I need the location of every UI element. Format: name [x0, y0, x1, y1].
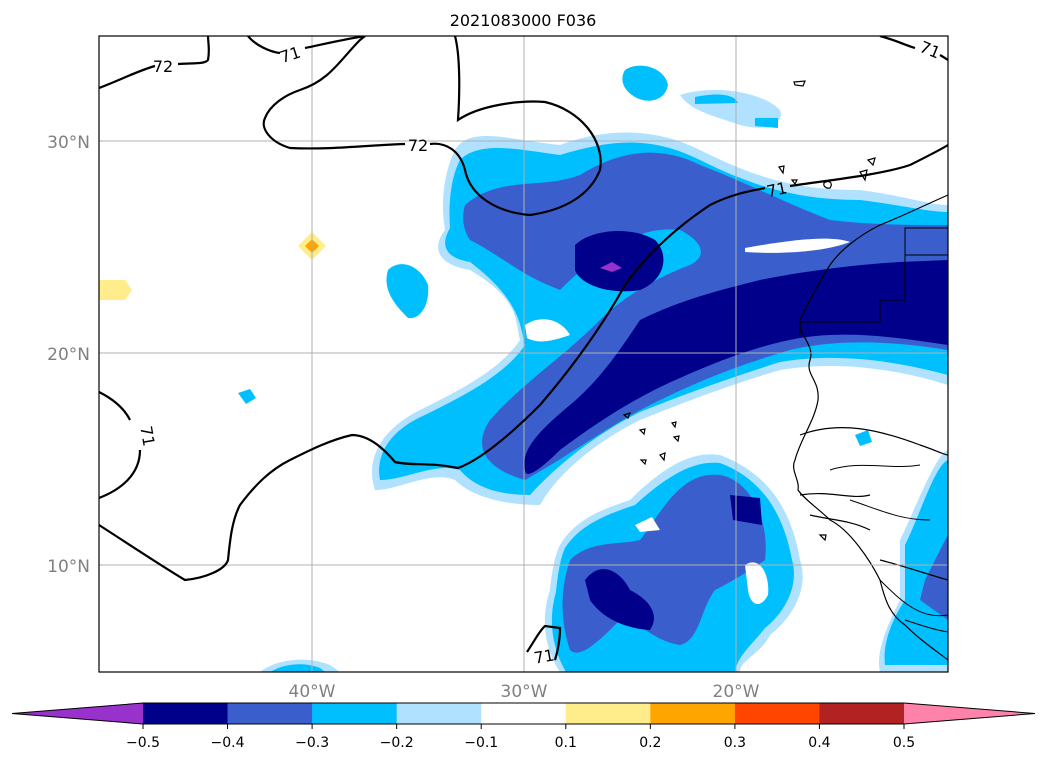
anomaly-blob-north-1	[622, 65, 668, 101]
figure-title: 2021083000 F036	[450, 11, 597, 30]
contour-label: 72	[408, 136, 428, 155]
colorbar-tick-label: 0.1	[555, 735, 577, 751]
colorbar-bin	[312, 703, 398, 724]
contour-label: 71	[532, 645, 555, 667]
colorbar-bin	[565, 703, 651, 724]
colorbar-tick-label: −0.1	[464, 735, 498, 751]
colorbar-tick-label: −0.2	[380, 735, 414, 751]
colorbar-tick-label: −0.3	[295, 735, 329, 751]
colorbar-tick-label: 0.4	[808, 735, 830, 751]
lon-label-30w: 30°W	[501, 682, 548, 702]
colorbar-tick-label: −0.5	[126, 735, 160, 751]
colorbar-bin	[481, 703, 567, 724]
colorbar-bin	[819, 703, 905, 724]
colorbar-tick-label: 0.2	[639, 735, 661, 751]
height-contours	[99, 36, 948, 661]
colorbar-bin	[734, 703, 820, 724]
colorbar-bin	[650, 703, 736, 724]
colorbar-tick-label: −0.4	[211, 735, 245, 751]
gridlines	[99, 36, 948, 672]
colorbar-extension-max	[904, 703, 1035, 724]
colorbar-bin	[227, 703, 313, 724]
colorbar-bin	[143, 703, 229, 724]
colorbar: −0.5 −0.4 −0.3 −0.2 −0.1 0.1 0.2 0.3 0.4 0.5	[11, 702, 1036, 751]
contour-label: 71	[765, 178, 789, 201]
lat-label-30n: 30°N	[47, 133, 90, 153]
colorbar-bin	[396, 703, 482, 724]
anomaly-band-main	[372, 132, 948, 505]
map-area: 72 71 72 71 71 71 71	[99, 36, 948, 672]
map-frame	[98, 35, 949, 673]
colorbar-tick-label: 0.5	[893, 735, 915, 751]
lat-label-10n: 10°N	[47, 557, 90, 577]
contour-label: 71	[136, 424, 158, 447]
colorbar-extension-min	[12, 703, 143, 724]
lon-label-20w: 20°W	[713, 682, 760, 702]
lat-label-20n: 20°N	[47, 345, 90, 365]
colorbar-tick-label: 0.3	[724, 735, 746, 751]
anomaly-blob-west	[386, 264, 429, 319]
lon-label-40w: 40°W	[289, 682, 336, 702]
contour-label: 72	[153, 57, 173, 76]
anomaly-blob-south	[544, 454, 803, 672]
